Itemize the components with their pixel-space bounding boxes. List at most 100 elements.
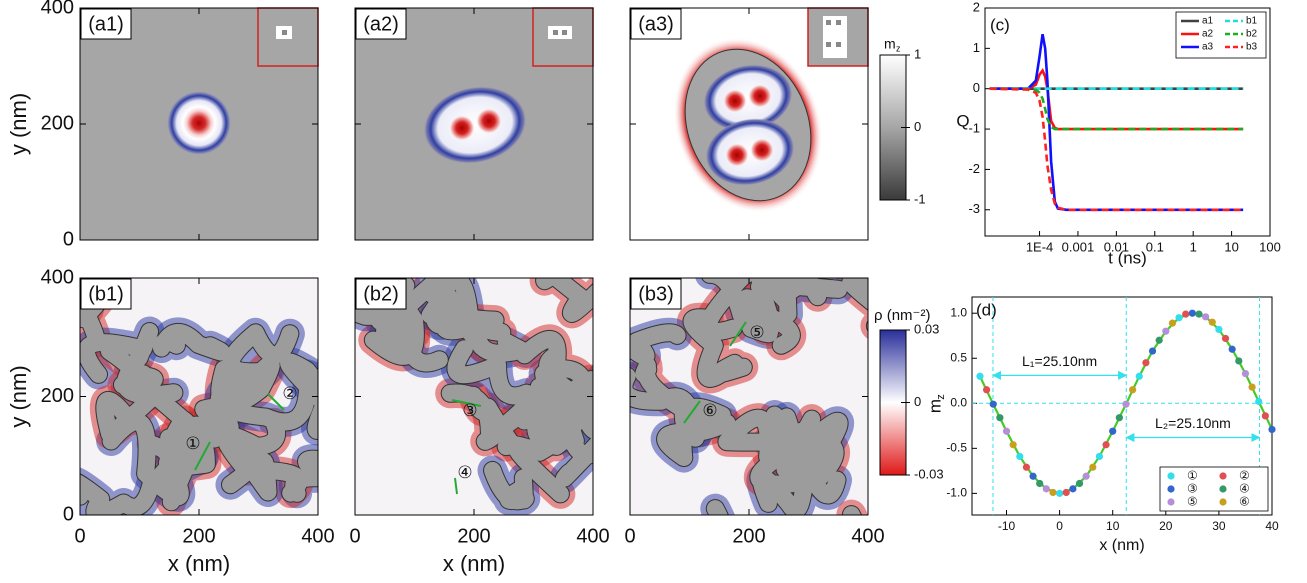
core [723,89,747,113]
point [1003,428,1010,435]
y-tick-label: 1 [973,40,980,55]
legend-swatch [1219,498,1226,505]
panel-label: (b2) [363,283,399,305]
point [1215,326,1222,333]
legend-label: ② [1239,469,1250,483]
point [996,414,1003,421]
inset-dot [282,30,287,35]
y-tick-label: 200 [41,112,74,134]
y-tick-label: -2 [968,161,980,176]
point [1169,320,1176,327]
point [1036,480,1043,487]
point [1029,473,1036,480]
point [1109,428,1116,435]
inset-dot [562,30,567,35]
skyrmion [167,91,231,155]
y-tick-label: 1.0 [950,305,967,319]
colorbar-tick-label: 1 [914,46,921,61]
point [1182,311,1189,318]
x-tick-label: 100 [1259,239,1281,254]
point [1195,311,1202,318]
point [1175,314,1182,321]
x-tick-label: -10 [998,519,1016,533]
legend-swatch [1219,485,1226,492]
y-tick-label: 200 [41,385,74,407]
legend-swatch [1167,472,1174,479]
x-tick-label: 30 [1212,519,1226,533]
x-tick-label: 0 [624,525,635,547]
point [1096,453,1103,460]
core [449,115,475,141]
inset-dot [826,42,831,47]
legend-label: b3 [1246,42,1258,53]
stripe-edge [692,509,725,567]
point [1242,370,1249,377]
point [1043,485,1050,492]
annotation: L₂=25.10nm [1155,415,1231,431]
x-tick-label: 200 [732,525,765,547]
marker-label: ① [185,434,200,454]
page: {"chart_data": [ {"type": "map", "panel_… [0,0,1307,583]
inset-dot [553,30,558,35]
legend-label: a3 [1202,42,1214,53]
annotation: L₁=25.10nm [1022,353,1097,369]
colorbar-title-sub: z [896,43,901,53]
stripe [806,515,855,571]
marker-label: ④ [457,463,472,483]
x-axis-label: x (nm) [168,551,230,576]
y-tick-label: -1 [968,120,980,135]
point [1116,414,1123,421]
point [976,373,983,380]
core [476,108,502,134]
panel-label: (b3) [638,283,674,305]
point [990,401,997,408]
point [1142,359,1149,366]
point [1262,412,1269,419]
inset-dot [836,20,841,25]
point [1023,464,1030,471]
point [1102,441,1109,448]
inset-dot [826,20,831,25]
colorbar-tick-label: 0 [914,394,921,409]
y-tick-label: 0 [973,80,980,95]
x-tick-label: 200 [457,525,490,547]
legend-label: ④ [1239,482,1250,496]
x-tick-label: 10 [1224,239,1238,254]
panel-label: (c) [990,15,1010,34]
core [750,138,774,162]
point [1010,441,1017,448]
stripe-edge [806,515,855,571]
panel-label: (d) [976,300,997,319]
colorbar-tick-label: -0.03 [914,466,944,481]
y-tick-label: 0.0 [950,395,967,409]
x-tick-label: 400 [301,525,334,547]
y-axis-label: y (nm) [6,365,31,427]
x-tick-label: 1 [1190,239,1197,254]
legend-swatch [1219,472,1226,479]
core [725,143,749,167]
marker-label: ⑥ [702,401,717,421]
y-axis-label: y (nm) [6,93,31,155]
x-tick-label: 0 [1056,519,1063,533]
x-tick-label: 1E-4 [1026,239,1053,254]
point [1129,386,1136,393]
y-tick-label: 0 [63,228,74,250]
x-tick-label: 200 [182,525,215,547]
inset-box [548,26,572,39]
x-tick-label: 0 [74,525,85,547]
y-axis-label-sub: z [935,394,947,400]
point [1235,357,1242,364]
legend-label: ③ [1187,482,1198,496]
point [1056,490,1063,497]
y-tick-label: 0.5 [950,350,967,364]
point [1189,310,1196,317]
legend-label: ⑥ [1239,495,1250,509]
x-tick-label: 20 [1159,519,1173,533]
y-tick-label: -0.5 [946,441,967,455]
colorbar-title: ρ (nm⁻²) [874,307,930,324]
marker-label: ② [282,384,297,404]
point [1248,383,1255,390]
point [1156,337,1163,344]
stripe [692,509,725,567]
x-axis-label: t (ns) [1108,248,1147,267]
